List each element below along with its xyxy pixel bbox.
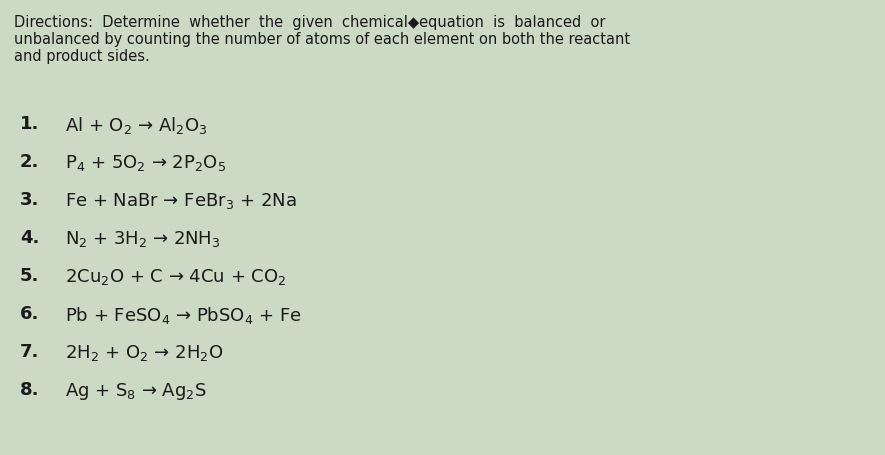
Text: 2.: 2.	[20, 153, 39, 171]
Text: 2Cu$_2$O + C → 4Cu + CO$_2$: 2Cu$_2$O + C → 4Cu + CO$_2$	[65, 267, 287, 287]
Text: unbalanced by counting the number of atoms of each element on both the reactant: unbalanced by counting the number of ato…	[14, 32, 630, 47]
Text: Ag + S$_8$ → Ag$_2$S: Ag + S$_8$ → Ag$_2$S	[65, 381, 207, 402]
Text: Fe + NaBr → FeBr$_3$ + 2Na: Fe + NaBr → FeBr$_3$ + 2Na	[65, 191, 296, 211]
Text: Al + O$_2$ → Al$_2$O$_3$: Al + O$_2$ → Al$_2$O$_3$	[65, 115, 207, 136]
Text: P$_4$ + 5O$_2$ → 2P$_2$O$_5$: P$_4$ + 5O$_2$ → 2P$_2$O$_5$	[65, 153, 227, 173]
Text: 5.: 5.	[20, 267, 39, 285]
Text: 7.: 7.	[20, 343, 39, 361]
Text: 2H$_2$ + O$_2$ → 2H$_2$O: 2H$_2$ + O$_2$ → 2H$_2$O	[65, 343, 223, 363]
Text: 1.: 1.	[20, 115, 39, 133]
Text: and product sides.: and product sides.	[14, 49, 150, 64]
Text: Pb + FeSO$_4$ → PbSO$_4$ + Fe: Pb + FeSO$_4$ → PbSO$_4$ + Fe	[65, 305, 302, 326]
Text: 3.: 3.	[20, 191, 39, 209]
Text: 6.: 6.	[20, 305, 39, 323]
Text: Directions:  Determine  whether  the  given  chemical◆equation  is  balanced  or: Directions: Determine whether the given …	[14, 15, 605, 30]
Text: 4.: 4.	[20, 229, 39, 247]
Text: 8.: 8.	[20, 381, 40, 399]
Text: N$_2$ + 3H$_2$ → 2NH$_3$: N$_2$ + 3H$_2$ → 2NH$_3$	[65, 229, 220, 249]
